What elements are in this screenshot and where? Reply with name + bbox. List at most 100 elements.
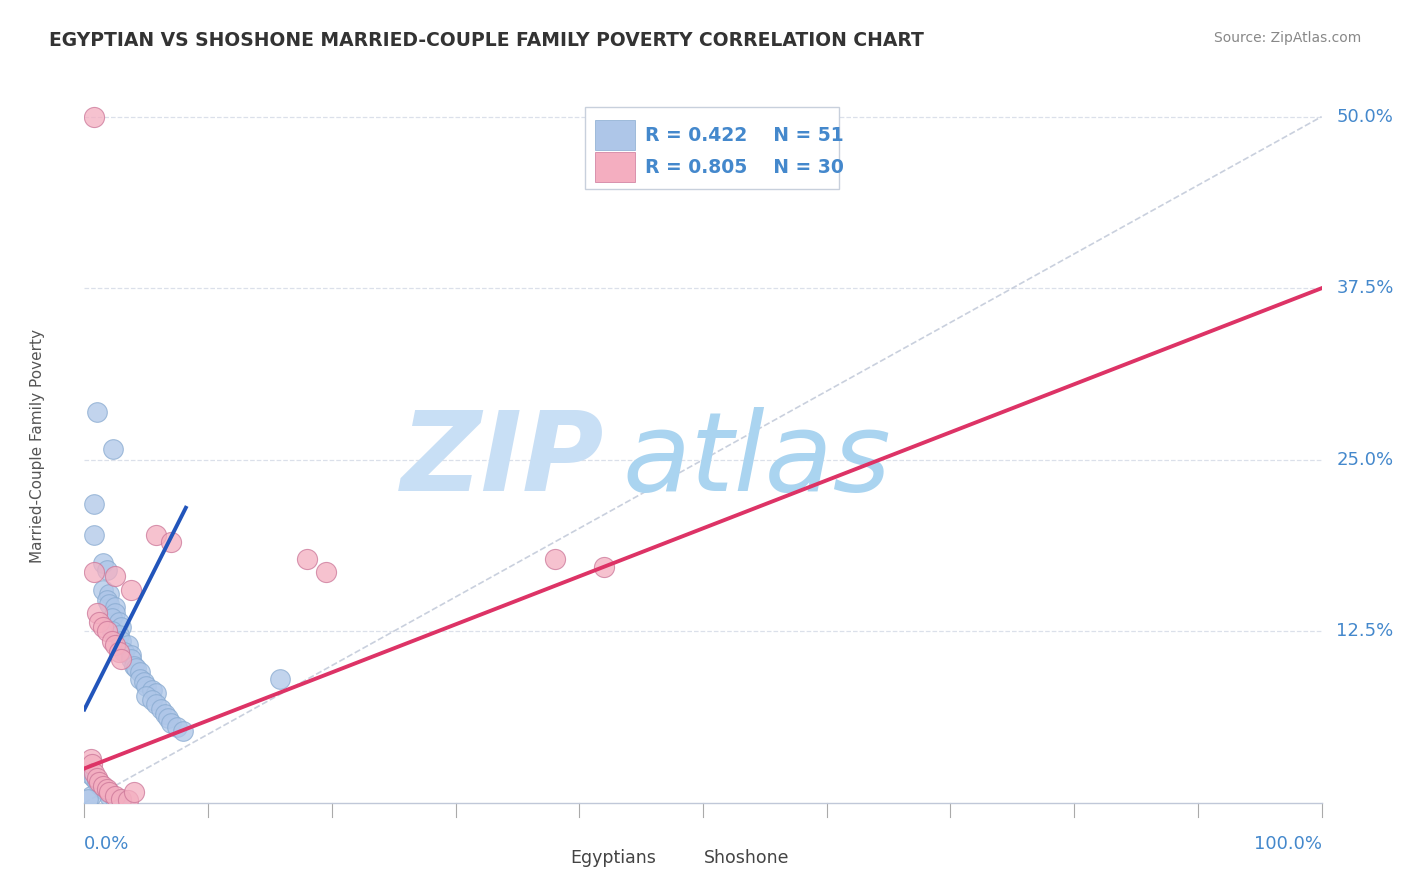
Point xyxy=(110,651,132,665)
Point xyxy=(122,658,145,673)
Point xyxy=(96,785,118,799)
Point xyxy=(83,497,105,511)
Point xyxy=(79,789,101,803)
Point xyxy=(96,592,118,607)
FancyBboxPatch shape xyxy=(595,152,636,182)
Text: EGYPTIAN VS SHOSHONE MARRIED-COUPLE FAMILY POVERTY CORRELATION CHART: EGYPTIAN VS SHOSHONE MARRIED-COUPLE FAMI… xyxy=(49,31,924,50)
Point xyxy=(96,562,118,576)
Text: Shoshone: Shoshone xyxy=(704,849,790,867)
Point xyxy=(83,771,105,785)
Point xyxy=(141,693,163,707)
Point xyxy=(96,624,118,639)
Point xyxy=(129,665,152,680)
Point xyxy=(166,720,188,734)
Point xyxy=(91,620,114,634)
Point xyxy=(145,697,167,711)
Point xyxy=(108,628,131,642)
Point xyxy=(91,583,114,598)
Point xyxy=(120,583,142,598)
Point xyxy=(98,789,121,803)
Point xyxy=(110,633,132,648)
Point xyxy=(110,791,132,805)
Text: 37.5%: 37.5% xyxy=(1337,279,1393,297)
Point xyxy=(89,778,111,792)
Point xyxy=(86,771,108,785)
Point xyxy=(269,673,291,687)
Point xyxy=(141,683,163,698)
Point xyxy=(86,607,108,621)
Point xyxy=(157,711,180,725)
Point xyxy=(104,599,127,614)
Point xyxy=(110,620,132,634)
Point xyxy=(96,782,118,797)
Point xyxy=(98,597,121,611)
Point xyxy=(108,645,131,659)
Text: 25.0%: 25.0% xyxy=(1337,450,1393,468)
Point xyxy=(132,675,155,690)
Point xyxy=(117,638,139,652)
Point xyxy=(91,782,114,797)
Point xyxy=(83,566,105,580)
Point xyxy=(543,551,565,566)
Text: R = 0.422    N = 51: R = 0.422 N = 51 xyxy=(645,126,844,145)
Point xyxy=(104,789,127,803)
Point xyxy=(77,791,100,805)
Point xyxy=(120,648,142,662)
Point xyxy=(80,757,103,772)
Point xyxy=(172,724,194,739)
Text: R = 0.805    N = 30: R = 0.805 N = 30 xyxy=(645,158,844,178)
Point xyxy=(79,768,101,782)
Text: Married-Couple Family Poverty: Married-Couple Family Poverty xyxy=(30,329,45,563)
Text: 12.5%: 12.5% xyxy=(1337,623,1393,640)
Point xyxy=(160,535,183,549)
Point xyxy=(83,110,105,124)
Text: 100.0%: 100.0% xyxy=(1254,835,1322,853)
Point xyxy=(120,651,142,665)
Point xyxy=(100,624,122,639)
Point xyxy=(110,793,132,807)
Point xyxy=(295,551,318,566)
Point xyxy=(101,442,124,456)
Point xyxy=(153,706,176,721)
Point xyxy=(104,607,127,621)
Point xyxy=(125,661,148,675)
Point xyxy=(100,610,122,624)
Text: 50.0%: 50.0% xyxy=(1337,108,1393,126)
Point xyxy=(100,633,122,648)
FancyBboxPatch shape xyxy=(585,107,839,189)
Point xyxy=(315,566,337,580)
Point xyxy=(91,780,114,794)
Point xyxy=(104,569,127,583)
Text: Egyptians: Egyptians xyxy=(571,849,657,867)
Point xyxy=(160,716,183,731)
FancyBboxPatch shape xyxy=(533,845,565,871)
Point xyxy=(83,765,105,780)
Point xyxy=(104,638,127,652)
Point xyxy=(593,559,616,574)
Point xyxy=(112,645,135,659)
Point xyxy=(104,791,127,805)
Text: ZIP: ZIP xyxy=(401,407,605,514)
Point xyxy=(98,785,121,799)
Point xyxy=(86,405,108,419)
Point xyxy=(145,528,167,542)
FancyBboxPatch shape xyxy=(666,845,699,871)
Point xyxy=(108,615,131,629)
Text: atlas: atlas xyxy=(623,407,891,514)
Point xyxy=(150,702,173,716)
FancyBboxPatch shape xyxy=(595,120,636,150)
Point xyxy=(83,528,105,542)
Point xyxy=(145,686,167,700)
Point xyxy=(98,587,121,601)
Point xyxy=(135,679,157,693)
Point xyxy=(89,775,111,789)
Point xyxy=(89,615,111,629)
Point xyxy=(122,785,145,799)
Point xyxy=(117,793,139,807)
Point xyxy=(91,556,114,570)
Point xyxy=(129,673,152,687)
Point xyxy=(79,752,101,766)
Point xyxy=(135,689,157,703)
Text: 0.0%: 0.0% xyxy=(84,835,129,853)
Text: Source: ZipAtlas.com: Source: ZipAtlas.com xyxy=(1213,31,1361,45)
